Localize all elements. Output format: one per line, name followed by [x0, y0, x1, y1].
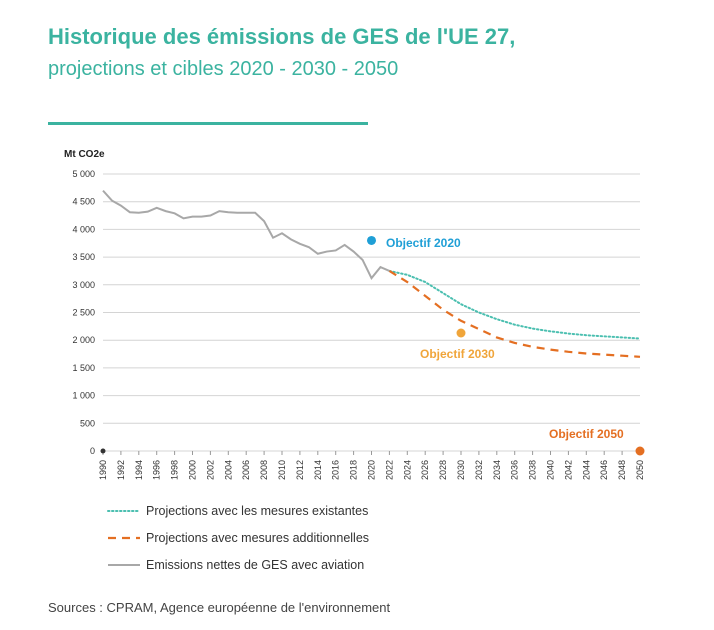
x-tick-label: 2048 [617, 460, 627, 480]
x-tick-label: 2008 [259, 460, 269, 480]
x-tick-label: 2006 [241, 460, 251, 480]
source-note: Sources : CPRAM, Agence européenne de l'… [48, 600, 391, 615]
x-tick-label: 2044 [581, 460, 591, 480]
x-tick-label: 2050 [635, 460, 645, 480]
y-ticks: 0 500 1 000 1 500 2 000 2 500 3 000 3 500 4 000 4… [72, 169, 95, 456]
chart-title: Historique des émissions de GES de l'UE … [48, 24, 516, 49]
origin-marker [100, 448, 106, 454]
x-tick-label: 2018 [349, 460, 359, 480]
annotation-marker-1 [456, 328, 466, 338]
grid [103, 173, 640, 452]
x-tick-label: 2046 [599, 460, 609, 480]
legend-label-emissions: Emissions nettes de GES avec aviation [146, 558, 364, 572]
y-tick-label: 4 000 [72, 224, 95, 234]
x-tick-label: 2024 [402, 460, 412, 480]
x-ticks: 1990 1992 1994 1996 1998 2000 2002 2004 2006 2008… [98, 448, 645, 480]
x-tick-label: 1994 [134, 460, 144, 480]
x-tick-label: 2010 [277, 460, 287, 480]
legend-label-existantes: Projections avec les mesures existantes [146, 504, 368, 518]
series-line-0 [388, 269, 641, 340]
legend-label-additionnelles: Projections avec mesures additionnelles [146, 531, 369, 545]
y-axis-label: Mt CO2e [64, 149, 105, 160]
series-line-2 [102, 189, 390, 281]
x-tick-label: 1992 [116, 460, 126, 480]
x-tick-label: 2020 [367, 460, 377, 480]
x-tick-label: 2028 [438, 460, 448, 480]
annotation-objectif-2020: Objectif 2020 [386, 236, 461, 250]
y-tick-label: 5 000 [72, 169, 95, 179]
x-tick-label: 2026 [420, 460, 430, 480]
x-tick-label: 2004 [223, 460, 233, 480]
x-tick-label: 1996 [152, 460, 162, 480]
y-tick-label: 500 [80, 418, 95, 428]
series-line-1 [388, 270, 641, 358]
x-tick-label: 2040 [546, 460, 556, 480]
series-lines [102, 189, 641, 358]
y-tick-label: 1 500 [72, 363, 95, 373]
y-tick-label: 3 000 [72, 280, 95, 290]
x-tick-label: 2016 [331, 460, 341, 480]
y-tick-label: 2 500 [72, 308, 95, 318]
x-tick-label: 1998 [170, 460, 180, 480]
annotations: Objectif 2020 Objectif 2030 Objectif 205… [367, 235, 645, 456]
y-tick-label: 2 000 [72, 335, 95, 345]
x-tick-label: 2000 [188, 460, 198, 480]
annotation-marker-2 [635, 446, 645, 456]
x-tick-label: 2014 [313, 460, 323, 480]
x-tick-label: 2030 [456, 460, 466, 480]
annotation-marker-0 [367, 235, 376, 245]
y-tick-label: 3 500 [72, 252, 95, 262]
x-tick-label: 1990 [98, 460, 108, 480]
y-tick-label: 1 000 [72, 391, 95, 401]
x-tick-label: 2002 [205, 460, 215, 480]
x-tick-label: 2012 [295, 460, 305, 480]
x-tick-label: 2022 [384, 460, 394, 480]
chart: Mt CO2e 0 500 1 000 1 500 2 000 2 500 3 000 3 5… [64, 149, 645, 572]
x-tick-label: 2034 [492, 460, 502, 480]
annotation-objectif-2030: Objectif 2030 [420, 347, 495, 361]
x-tick-label: 2036 [510, 460, 520, 480]
chart-subtitle: projections et cibles 2020 - 2030 - 2050 [48, 58, 399, 80]
x-tick-label: 2032 [474, 460, 484, 480]
title-underline [48, 122, 368, 125]
annotation-objectif-2050: Objectif 2050 [549, 427, 624, 441]
y-tick-label: 4 500 [72, 197, 95, 207]
x-tick-label: 2038 [528, 460, 538, 480]
y-tick-label: 0 [90, 446, 95, 456]
legend: Projections avec les mesures existantes … [107, 504, 369, 572]
x-tick-label: 2042 [563, 460, 573, 480]
